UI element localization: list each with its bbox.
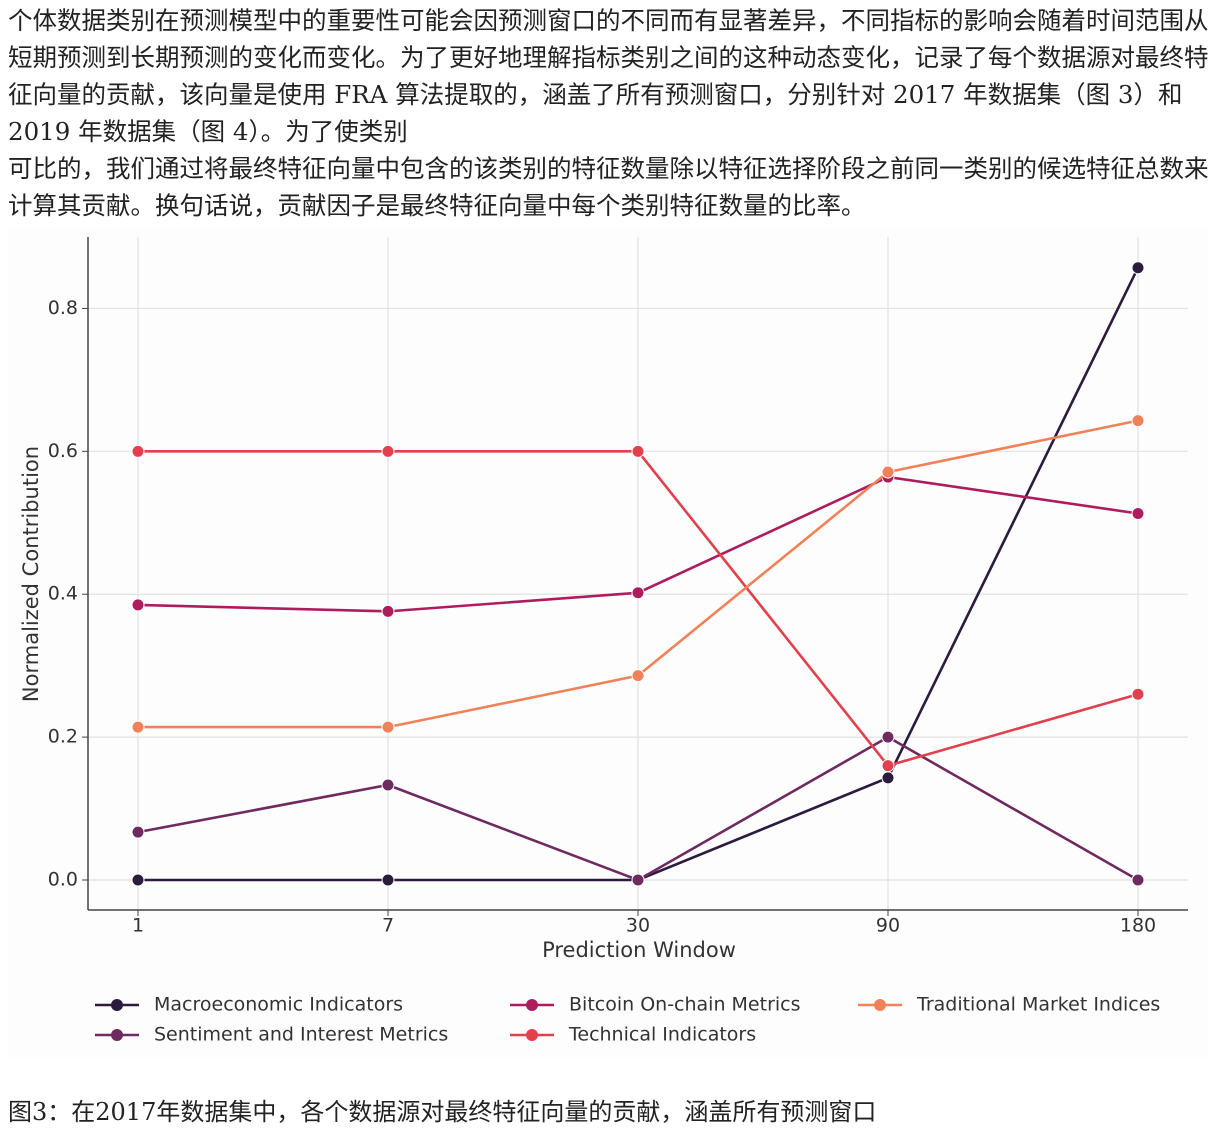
legend-marker xyxy=(111,1029,123,1041)
x-tick-label: 180 xyxy=(1120,915,1156,937)
data-point xyxy=(1131,414,1145,428)
y-tick-label: 0.2 xyxy=(48,726,78,748)
data-point xyxy=(381,720,395,734)
data-point xyxy=(381,604,395,618)
x-tick-label: 90 xyxy=(876,915,900,937)
data-point xyxy=(881,771,895,785)
legend-label: Sentiment and Interest Metrics xyxy=(154,1024,448,1046)
data-point xyxy=(1131,687,1145,701)
x-tick-label: 7 xyxy=(382,915,394,937)
data-point xyxy=(131,444,145,458)
data-point xyxy=(631,586,645,600)
chart-background xyxy=(8,228,1208,1058)
data-point xyxy=(131,598,145,612)
legend-marker xyxy=(111,999,123,1011)
legend-label: Macroeconomic Indicators xyxy=(154,994,403,1016)
paragraph: 可比的，我们通过将最终特征向量中包含的该类别的特征数量除以特征选择阶段之前同一类… xyxy=(8,154,1209,220)
data-point xyxy=(381,778,395,792)
legend-label: Technical Indicators xyxy=(568,1024,756,1046)
data-point xyxy=(631,669,645,683)
x-axis-label: Prediction Window xyxy=(542,938,736,962)
legend-label: Bitcoin On-chain Metrics xyxy=(569,994,801,1016)
y-tick-label: 0.0 xyxy=(48,868,78,890)
data-point xyxy=(881,465,895,479)
y-tick-label: 0.6 xyxy=(48,440,78,462)
y-tick-label: 0.8 xyxy=(48,297,78,319)
data-point xyxy=(881,730,895,744)
paragraph: 个体数据类别在预测模型中的重要性可能会因预测窗口的不同而有显著差异，不同指标的影… xyxy=(8,6,1209,146)
legend-marker xyxy=(526,999,538,1011)
data-point xyxy=(131,720,145,734)
data-point xyxy=(1131,873,1145,887)
legend-marker xyxy=(526,1029,538,1041)
data-point xyxy=(1131,261,1145,275)
legend-label: Traditional Market Indices xyxy=(916,994,1160,1016)
data-point xyxy=(131,873,145,887)
data-point xyxy=(881,759,895,773)
data-point xyxy=(131,825,145,839)
data-point xyxy=(631,444,645,458)
data-point xyxy=(381,873,395,887)
legend-marker xyxy=(874,999,886,1011)
y-tick-label: 0.4 xyxy=(48,583,78,605)
figure-caption: 图3：在2017年数据集中，各个数据源对最终特征向量的贡献，涵盖所有预测窗口 xyxy=(8,1098,877,1126)
y-axis-label: Normalized Contribution xyxy=(19,446,43,702)
data-point xyxy=(381,444,395,458)
data-point xyxy=(631,873,645,887)
x-tick-label: 1 xyxy=(132,915,144,937)
data-point xyxy=(1131,506,1145,520)
x-tick-label: 30 xyxy=(626,915,650,937)
